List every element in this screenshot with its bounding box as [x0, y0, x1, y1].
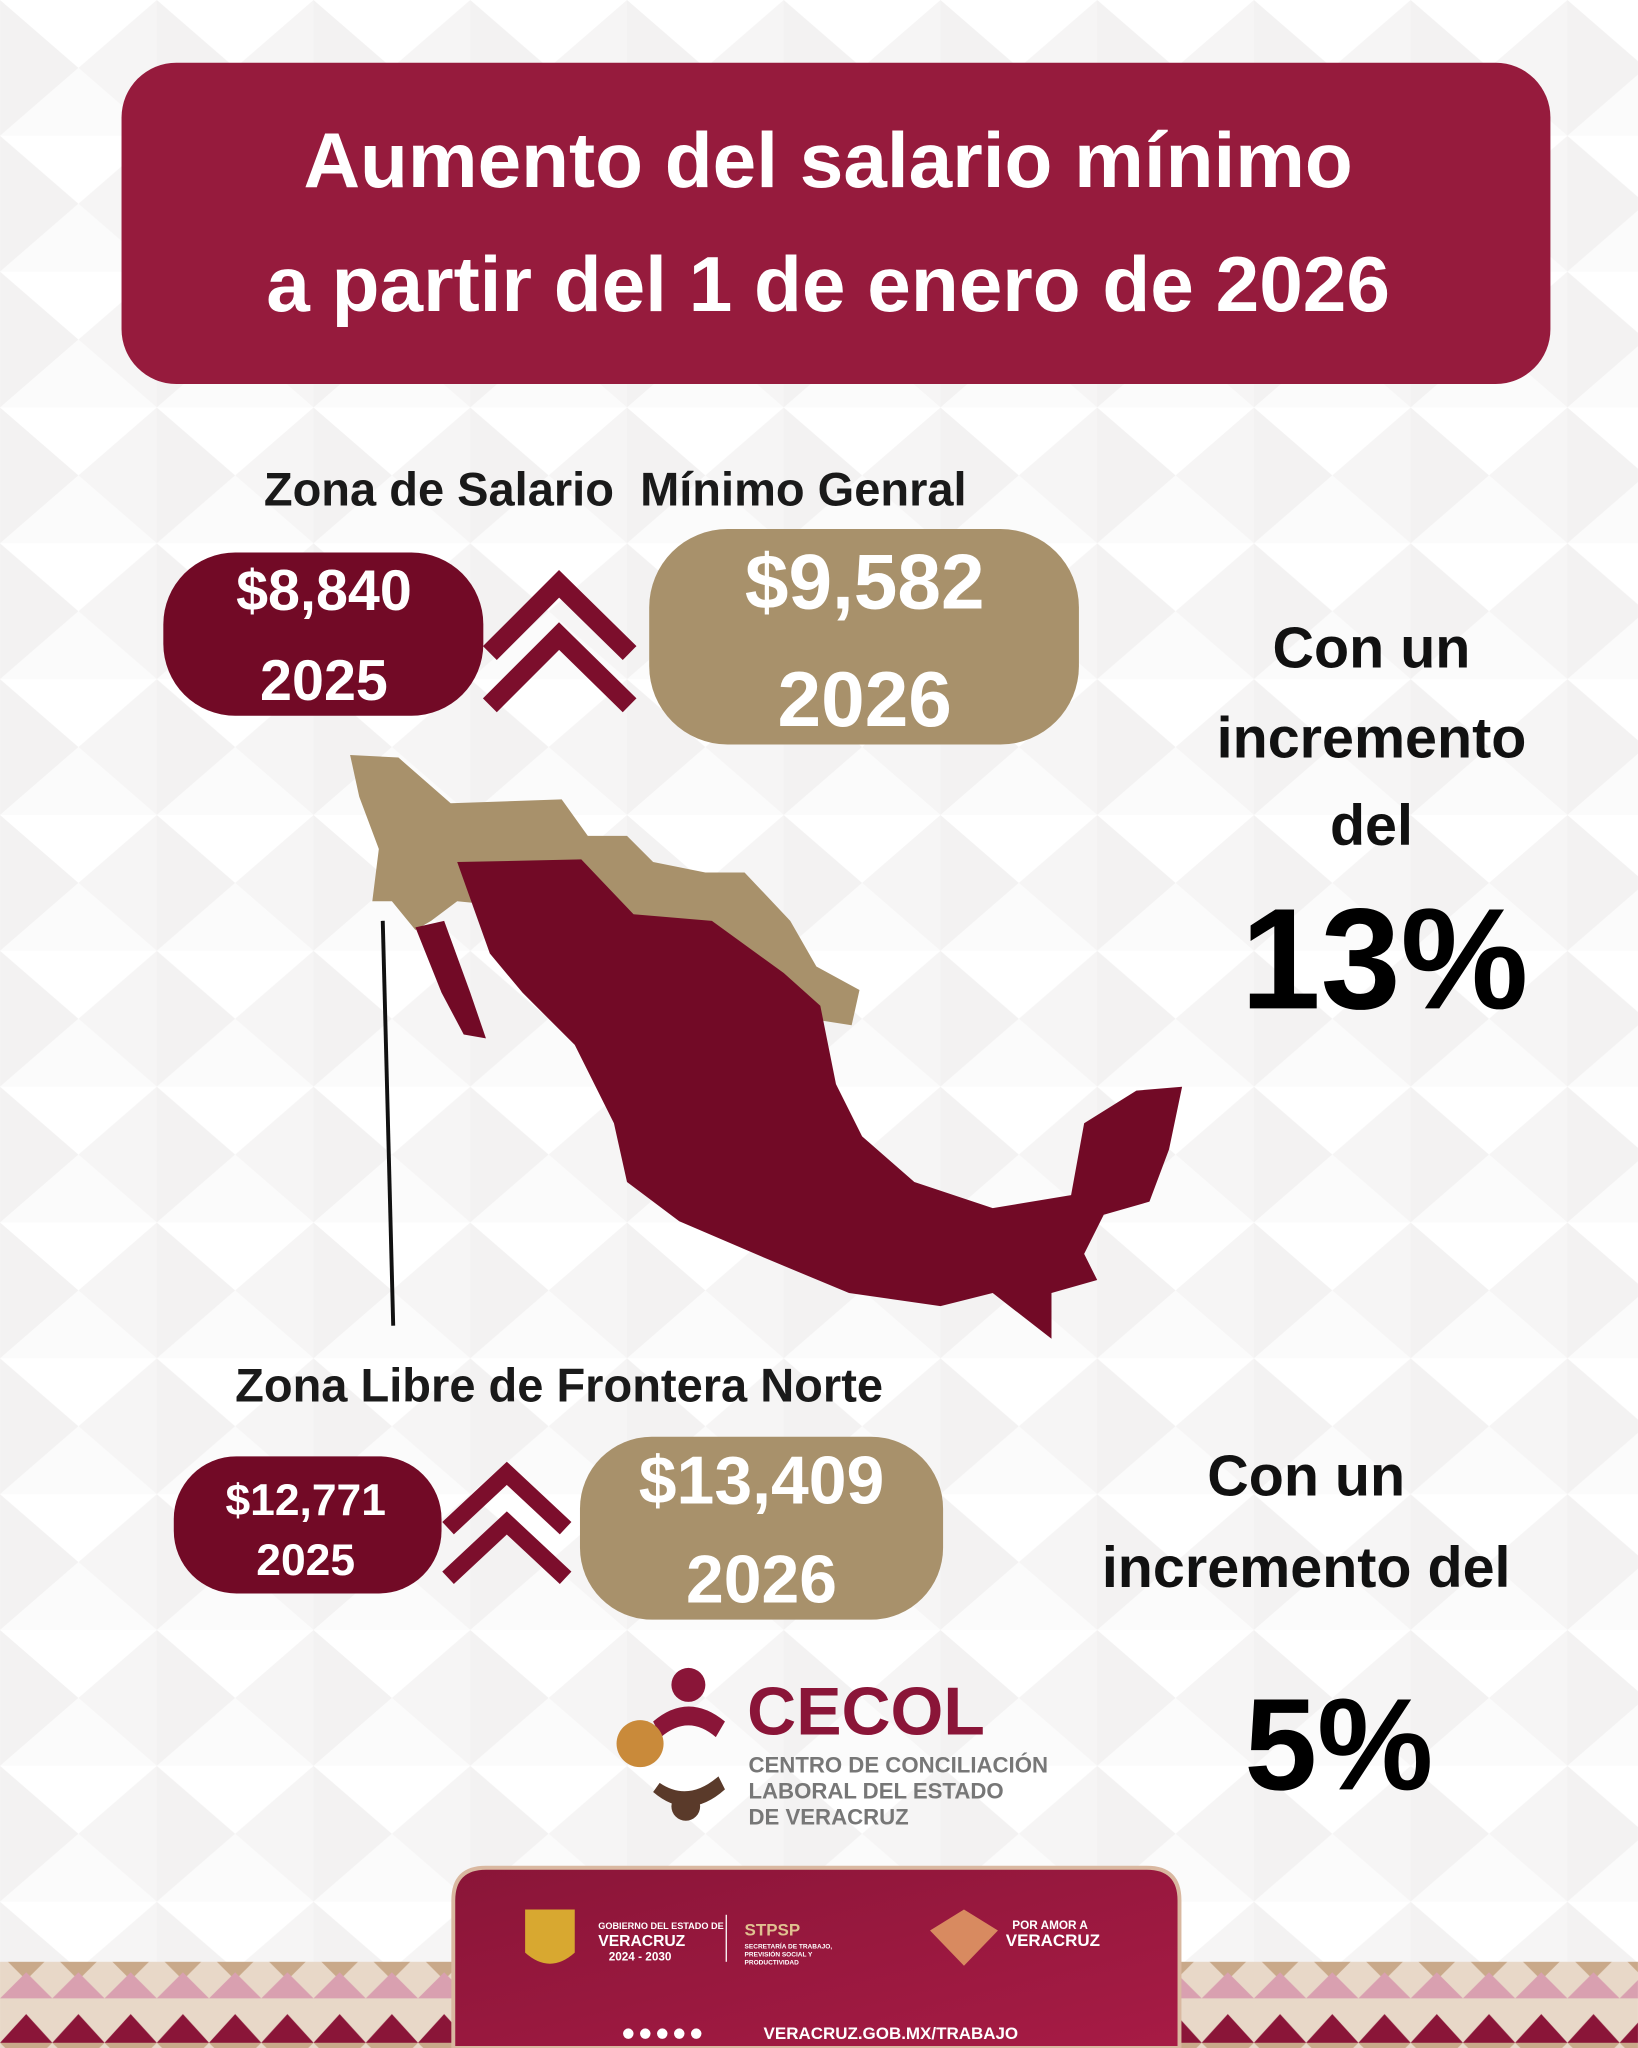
footer-text: GOBIERNO DEL ESTADO DE — [598, 1921, 723, 1931]
cecol-logo: CECOL CENTRO DE CONCILIACIÓN LABORAL DEL… — [616, 1667, 1048, 1830]
increase-text: incremento del — [1102, 1536, 1511, 1600]
increase-text: Con un — [1207, 1445, 1405, 1509]
increase-percent: 5% — [1244, 1671, 1433, 1817]
year: 2025 — [256, 1536, 355, 1585]
pill — [173, 1456, 442, 1594]
amount: $12,771 — [225, 1476, 385, 1525]
footer-text: PRODUCTIVIDAD — [745, 1959, 800, 1966]
title: Aumento del salario mínimo — [303, 116, 1352, 204]
footer-text: STPSP — [745, 1921, 801, 1940]
logo-subtitle: DE VERACRUZ — [748, 1805, 908, 1830]
logo-subtitle: CENTRO DE CONCILIACIÓN — [748, 1752, 1048, 1777]
increase-text: Con un — [1273, 616, 1471, 680]
footer-content: GOBIERNO DEL ESTADO DE VERACRUZ 2024 - 2… — [525, 1909, 1100, 2043]
map — [350, 754, 1183, 1339]
increase-text: incremento — [1217, 707, 1527, 771]
pattern-band — [0, 1961, 454, 2048]
footer-url: VERACRUZ.GOB.MX/TRABAJO — [764, 2024, 1019, 2043]
pill — [163, 552, 484, 716]
pill — [649, 528, 1079, 745]
chevrons — [442, 1461, 572, 1585]
chevrons — [482, 570, 637, 713]
year: 2026 — [778, 655, 952, 743]
pill — [579, 1436, 944, 1620]
footer-text: POR AMOR A — [1012, 1919, 1088, 1932]
title: a partir del 1 de enero de 2026 — [266, 240, 1390, 328]
amount: $8,840 — [236, 559, 412, 623]
footer-text: SECRETARÍA DE TRABAJO, — [745, 1942, 833, 1951]
year: 2026 — [686, 1543, 837, 1618]
footer — [451, 1865, 1182, 2048]
amount: $13,409 — [639, 1443, 884, 1518]
increase-percent: 13% — [1241, 879, 1529, 1039]
increase-text: del — [1330, 794, 1413, 858]
amount: $9,582 — [745, 538, 985, 626]
pattern-band — [1179, 1961, 1638, 2048]
footer-text: VERACRUZ — [1006, 1931, 1100, 1950]
footer-text: PREVISIÓN SOCIAL Y — [745, 1950, 813, 1959]
footer-text: 2024 - 2030 — [609, 1950, 672, 1963]
footer-text: VERACRUZ — [598, 1933, 685, 1950]
year: 2025 — [260, 649, 388, 713]
zone-heading: Zona de Salario Mínimo Genral — [264, 462, 967, 515]
logo-name: CECOL — [747, 1675, 985, 1750]
title-box — [121, 62, 1551, 384]
logo-subtitle: LABORAL DEL ESTADO — [748, 1779, 1003, 1804]
zone-heading: Zona Libre de Frontera Norte — [235, 1358, 883, 1411]
